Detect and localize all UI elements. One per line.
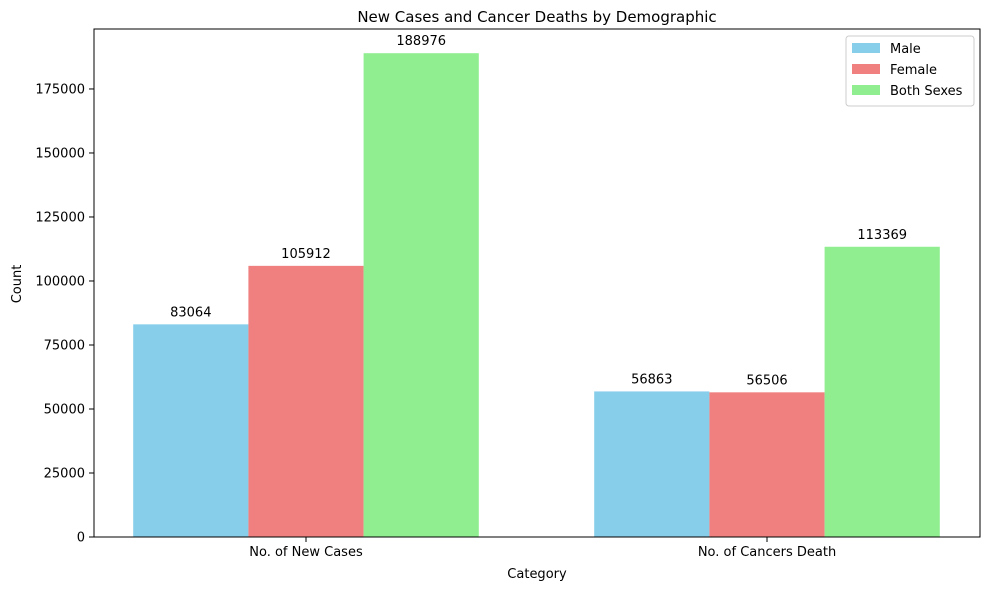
bar-value-label: 113369 — [857, 228, 907, 243]
bar-labels-layer: 83064 56863 105912 56506 188976 113369 — [170, 34, 907, 388]
legend: Male Female Both Sexes — [845, 35, 975, 107]
legend-swatch — [852, 43, 880, 53]
bar-value-label: 83064 — [170, 305, 211, 320]
x-tick-label: No. of New Cases — [249, 545, 363, 560]
y-tick-label: 150000 — [35, 146, 85, 161]
bar-male-1 — [133, 324, 249, 537]
y-tick-label: 50000 — [44, 402, 85, 417]
chart-title: New Cases and Cancer Deaths by Demograph… — [357, 8, 716, 26]
y-tick-label: 100000 — [35, 274, 85, 289]
bar-value-label: 56863 — [631, 372, 672, 387]
x-axis-title: Category — [507, 567, 567, 582]
y-tick-label: 125000 — [35, 210, 85, 225]
y-axis-title: Count — [10, 265, 25, 304]
legend-swatch — [852, 64, 880, 74]
y-tick-label: 0 — [77, 531, 85, 546]
bar-both-sexes-2 — [824, 246, 940, 537]
legend-swatch — [852, 85, 880, 95]
legend-label: Female — [890, 63, 937, 78]
x-axis: No. of New Cases No. of Cancers Death — [249, 537, 836, 560]
x-tick-label: No. of Cancers Death — [698, 545, 836, 560]
bar-female-2 — [709, 392, 825, 537]
bar-value-label: 105912 — [281, 247, 331, 262]
y-tick-label: 25000 — [44, 466, 85, 481]
bar-male-2 — [594, 391, 710, 537]
bar-value-label: 188976 — [396, 34, 446, 49]
legend-label: Both Sexes — [890, 84, 963, 99]
plot-frame — [93, 28, 981, 538]
bar-both-sexes-1 — [363, 53, 479, 537]
bar-value-label: 56506 — [746, 373, 787, 388]
bar-female-1 — [248, 265, 364, 537]
y-axis: 0 25000 50000 75000 100000 125000 150000 175000 — [35, 82, 94, 546]
legend-label: Male — [890, 42, 921, 57]
y-tick-label: 175000 — [35, 82, 85, 97]
y-tick-label: 75000 — [44, 338, 85, 353]
bars-layer — [133, 53, 940, 537]
